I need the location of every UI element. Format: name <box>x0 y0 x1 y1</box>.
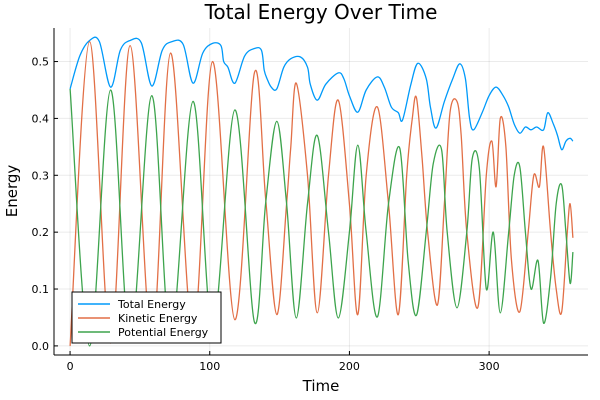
series-group <box>69 36 574 347</box>
kinetic-energy-line <box>69 40 574 346</box>
potential-energy-line <box>69 88 574 347</box>
y-tick-label: 0.0 <box>32 340 50 353</box>
kinetic-energy-legend-label: Kinetic Energy <box>118 312 198 325</box>
y-ticks: 0.0 0.1 0.2 0.3 0.4 0.5 <box>32 56 58 353</box>
chart-title: Total Energy Over Time <box>204 0 438 24</box>
x-ticks: 0 100 200 300 <box>67 351 500 373</box>
y-axis-label: Energy <box>3 165 21 218</box>
x-tick-label: 200 <box>339 360 360 373</box>
x-tick-label: 0 <box>67 360 74 373</box>
y-tick-label: 0.5 <box>32 56 50 69</box>
potential-energy-legend-label: Potential Energy <box>118 326 209 339</box>
y-tick-label: 0.4 <box>32 112 50 125</box>
total-energy-legend-label: Total Energy <box>117 298 186 311</box>
y-tick-label: 0.2 <box>32 226 50 239</box>
x-tick-label: 300 <box>479 360 500 373</box>
x-tick-label: 100 <box>199 360 220 373</box>
y-tick-label: 0.3 <box>32 169 50 182</box>
y-tick-label: 0.1 <box>32 283 50 296</box>
total-energy-line <box>69 36 574 151</box>
x-axis-label: Time <box>302 377 340 395</box>
